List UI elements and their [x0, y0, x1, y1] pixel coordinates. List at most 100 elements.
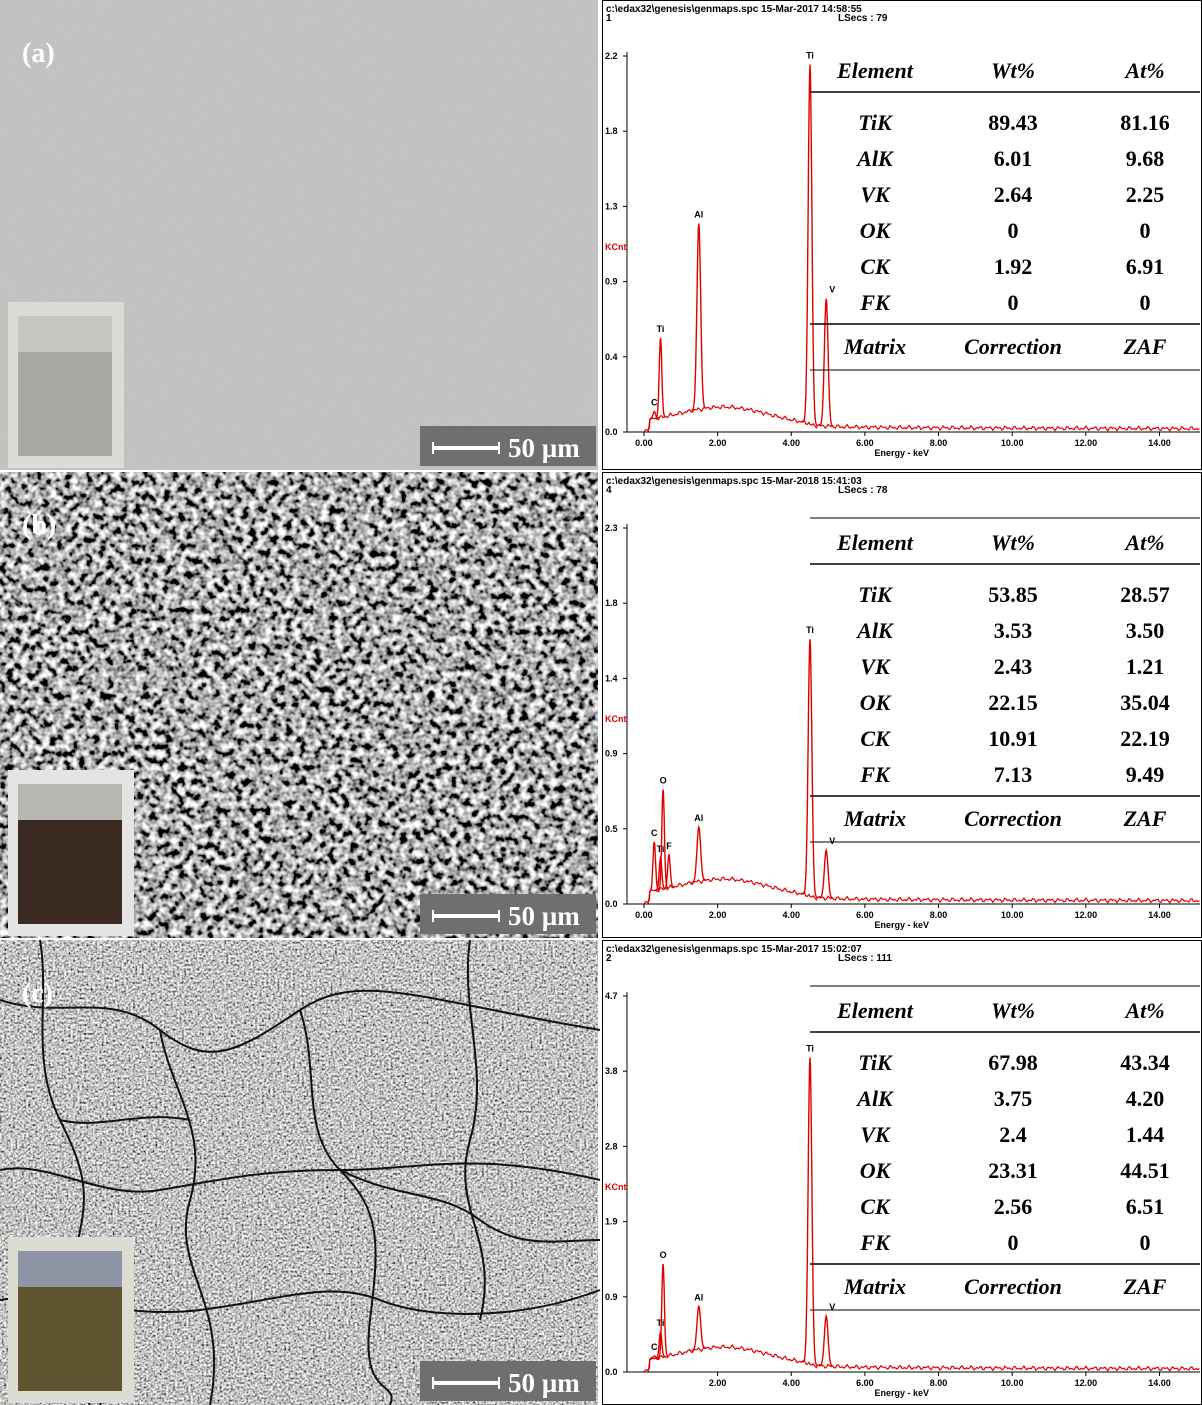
table-footer: Correction — [964, 1274, 1062, 1299]
peak-label: C — [651, 828, 658, 838]
table-cell: 4.20 — [1126, 1086, 1165, 1111]
table-cell: VK — [860, 654, 891, 679]
table-cell: TiK — [858, 110, 893, 135]
sample-top — [18, 1251, 122, 1291]
peak-label: C — [651, 397, 658, 407]
table-cell: 3.75 — [994, 1086, 1033, 1111]
table-cell: VK — [860, 182, 891, 207]
table-cell: AlK — [855, 146, 894, 171]
table-cell: FK — [859, 290, 891, 315]
x-tick-label: 12.00 — [1075, 438, 1098, 448]
table-cell: AlK — [855, 1086, 894, 1111]
table-cell: FK — [859, 1230, 891, 1255]
panel: (c)50 µmc:\edax32\genesis\genmaps.spc 15… — [0, 940, 1202, 1405]
table-cell: 7.13 — [994, 762, 1033, 787]
x-tick-label: 4.00 — [782, 438, 800, 448]
x-tick-label: 8.00 — [930, 1378, 948, 1388]
panel: (a)50 µmc:\edax32\genesis\genmaps.spc 15… — [0, 0, 1202, 470]
table-footer: Matrix — [843, 1274, 906, 1299]
x-tick-label: 0.00 — [635, 438, 653, 448]
table-cell: 53.85 — [988, 582, 1038, 607]
y-tick-label: 0.0 — [605, 427, 618, 437]
x-tick-label: 4.00 — [782, 910, 800, 920]
table-cell: 43.34 — [1120, 1050, 1170, 1075]
table-header: Element — [836, 58, 914, 83]
x-tick-label: 2.00 — [709, 910, 727, 920]
table-cell: OK — [860, 218, 892, 243]
table-cell: 28.57 — [1120, 582, 1170, 607]
table-cell: 81.16 — [1120, 110, 1170, 135]
y-axis-label: KCnt — [605, 1182, 627, 1192]
table-header: At% — [1123, 530, 1164, 555]
table-footer: ZAF — [1123, 334, 1167, 359]
peak-label: Ti — [657, 324, 665, 334]
table-cell: 3.50 — [1126, 618, 1165, 643]
table-cell: 2.56 — [994, 1194, 1033, 1219]
peak-label: V — [829, 836, 835, 846]
figure: (a) 50 µm c:\edax32\genesis\genmaps.spc 15… — [0, 0, 1202, 1405]
peak-label: Al — [694, 1292, 703, 1302]
y-tick-label: 0.9 — [605, 749, 618, 759]
y-tick-label: 1.8 — [605, 126, 618, 136]
table-cell: 0 — [1140, 218, 1151, 243]
table-cell: 44.51 — [1120, 1158, 1170, 1183]
table-cell: 0 — [1140, 1230, 1151, 1255]
sample-body — [18, 1287, 122, 1391]
scale-bar-label: 50 µm — [508, 901, 580, 931]
sem-image: (b)50 µm — [0, 472, 598, 938]
y-tick-label: 1.9 — [605, 1217, 618, 1227]
y-tick-label: 2.8 — [605, 1141, 618, 1151]
table-header: Wt% — [991, 998, 1035, 1023]
x-tick-label: 14.00 — [1148, 910, 1171, 920]
table-cell: 6.51 — [1126, 1194, 1165, 1219]
table-cell: OK — [860, 690, 892, 715]
x-tick-label: 14.00 — [1148, 438, 1171, 448]
table-cell: 23.31 — [988, 1158, 1038, 1183]
table-header: At% — [1123, 998, 1164, 1023]
x-tick-label: 6.00 — [856, 910, 874, 920]
x-tick-label: 2.00 — [709, 438, 727, 448]
table-cell: 9.49 — [1126, 762, 1165, 787]
scale-bar-label: 50 µm — [508, 433, 580, 463]
sample-body — [18, 352, 112, 456]
y-tick-label: 3.8 — [605, 1066, 618, 1076]
table-cell: CK — [860, 1194, 891, 1219]
y-tick-label: 0.5 — [605, 824, 618, 834]
y-tick-label: 0.9 — [605, 277, 618, 287]
table-cell: OK — [860, 1158, 892, 1183]
x-tick-label: 8.00 — [930, 438, 948, 448]
table-header: Element — [836, 530, 914, 555]
y-tick-label: 1.4 — [605, 673, 618, 683]
peak-label: Al — [694, 813, 703, 823]
peak-label: Ti — [806, 51, 814, 61]
table-cell: TiK — [858, 1050, 893, 1075]
panel: (b)50 µm c:\edax32\genesis\genmaps.spc 15… — [0, 472, 1202, 938]
x-tick-label: 6.00 — [856, 1378, 874, 1388]
x-tick-label: 2.00 — [709, 1378, 727, 1388]
eds-spectrum: c:\edax32\genesis\genmaps.spc 15-Mar-201… — [603, 941, 1202, 1405]
table-footer: Correction — [964, 334, 1062, 359]
spectrum-header: c:\edax32\genesis\genmaps.spc 15-Mar-201… — [606, 944, 862, 955]
table-cell: 35.04 — [1120, 690, 1170, 715]
table-cell: 0 — [1140, 290, 1151, 315]
y-tick-label: 4.7 — [605, 991, 618, 1001]
table-cell: 2.64 — [994, 182, 1033, 207]
peak-label: Ti — [806, 625, 814, 635]
table-cell: 0 — [1008, 218, 1019, 243]
x-axis-label: Energy - keV — [874, 1388, 929, 1398]
x-tick-label: 0.00 — [635, 910, 653, 920]
sample-top — [18, 784, 122, 824]
scale-bar-label: 50 µm — [508, 1368, 580, 1398]
table-cell: 6.91 — [1126, 254, 1165, 279]
table-header: Wt% — [991, 58, 1035, 83]
table-footer: Matrix — [843, 806, 906, 831]
panel-label: (a) — [22, 38, 55, 69]
table-cell: 10.91 — [988, 726, 1038, 751]
table-footer: ZAF — [1123, 1274, 1167, 1299]
spectrum-header: c:\edax32\genesis\genmaps.spc 15-Mar-201… — [606, 476, 862, 487]
y-tick-label: 2.2 — [605, 51, 618, 61]
sem-image: (a) 50 µm — [0, 0, 598, 470]
table-cell: 22.19 — [1120, 726, 1170, 751]
peak-label: O — [660, 776, 667, 786]
x-tick-label: 10.00 — [1001, 1378, 1024, 1388]
